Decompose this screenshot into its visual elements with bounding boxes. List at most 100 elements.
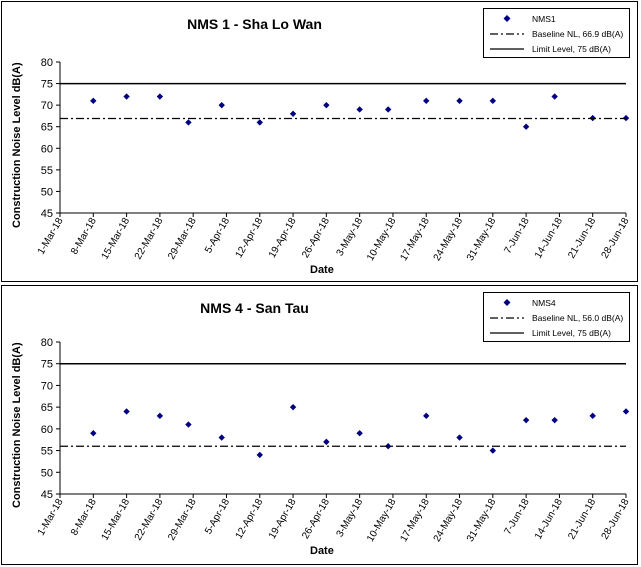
legend-entry-limit: Limit Level, 75 dB(A) (484, 326, 629, 340)
data-point-marker (456, 434, 463, 441)
data-point-marker (323, 438, 330, 446)
data-point-marker (456, 97, 463, 105)
data-point-marker (123, 408, 130, 415)
legend-label: Baseline NL, 56.0 dB(A) (532, 313, 624, 323)
x-tick-label: 31-May-18 (465, 497, 499, 544)
chart-panel-nms4: 45 50 55 60 65 70 75 80 1-Mar-18 8-Mar-18 15-Mar-1… (1, 285, 638, 565)
data-point-marker (622, 408, 630, 415)
x-tick-label: 21-Jun-18 (566, 497, 598, 542)
legend-label: Limit Level, 75 dB(A) (532, 328, 611, 338)
data-point-marker (156, 412, 164, 420)
y-tick-label: 65 (41, 122, 53, 134)
x-tick-label: 10-May-18 (365, 216, 399, 263)
x-tick-label: 12-Apr-18 (234, 216, 266, 260)
x-tick-label: 24-May-18 (432, 497, 466, 544)
data-point-marker (323, 101, 330, 109)
data-point-marker (489, 447, 497, 454)
y-tick-label: 45 (41, 208, 53, 220)
dash-dot-line-icon (490, 33, 524, 35)
diamond-marker-icon (503, 299, 511, 306)
x-tick-label: 17-May-18 (398, 497, 432, 544)
y-tick-label: 55 (41, 446, 53, 458)
legend-label: Baseline NL, 66.9 dB(A) (532, 29, 624, 39)
y-tick-label: 60 (41, 143, 53, 155)
x-tick-label: 31-May-18 (465, 216, 499, 263)
data-point-marker (90, 97, 97, 105)
x-tick-label: 5-Apr-18 (203, 216, 232, 256)
x-tick-label: 8-Mar-18 (69, 497, 99, 538)
x-tick-label: 19-Apr-18 (267, 497, 299, 541)
data-point-marker (256, 451, 263, 459)
data-point-marker (356, 106, 363, 113)
x-tick-label: 24-May-18 (432, 216, 466, 263)
y-tick-label: 75 (41, 359, 53, 371)
legend-label: Limit Level, 75 dB(A) (532, 44, 611, 54)
y-tick-label: 65 (41, 402, 53, 414)
dash-dot-line-icon (490, 317, 524, 319)
data-point-marker (489, 97, 497, 105)
y-tick-label: 75 (41, 79, 53, 91)
x-tick-label: 21-Jun-18 (566, 216, 598, 261)
data-point-marker (551, 416, 558, 424)
x-tick-label: 3-May-18 (335, 497, 366, 539)
chart-panel-nms1: 45 50 55 60 65 70 75 80 1-Mar-18 8-Mar-18 15-Mar-1… (1, 1, 638, 282)
x-tick-label: 15-Mar-18 (100, 216, 133, 262)
x-tick-label: 19-Apr-18 (267, 216, 299, 260)
data-point-marker (423, 97, 430, 105)
x-tick-label: 1-Mar-18 (36, 497, 66, 538)
y-axis-label: Construction Noise Level dB(A) (11, 62, 23, 228)
y-tick-label: 55 (41, 165, 53, 177)
data-point-marker (123, 93, 130, 100)
data-point-marker (384, 443, 392, 450)
legend-entry-limit: Limit Level, 75 dB(A) (484, 42, 629, 56)
data-point-marker (218, 434, 225, 441)
legend-entry-baseline: Baseline NL, 66.9 dB(A) (484, 27, 629, 41)
solid-line-icon (490, 332, 524, 334)
data-point-marker (218, 101, 225, 109)
legend-entry-baseline: Baseline NL, 56.0 dB(A) (484, 311, 629, 325)
data-point-marker (384, 106, 392, 113)
legend-entry-marker: NMS4 (484, 296, 629, 310)
y-tick-label: 70 (41, 380, 53, 392)
x-axis-label: Date (310, 545, 334, 557)
x-axis-label: Date (310, 264, 334, 276)
data-point-marker (289, 403, 297, 411)
chart-plot-area: 45 50 55 60 65 70 75 80 1-Mar-18 8-Mar-18 15-Mar-1… (36, 57, 632, 263)
x-tick-label: 7-Jun-18 (502, 216, 531, 256)
x-tick-label: 1-Mar-18 (36, 216, 66, 257)
x-tick-label: 29-Mar-18 (166, 497, 199, 543)
y-tick-label: 50 (41, 467, 53, 479)
data-point-marker (185, 119, 192, 126)
data-point-marker (90, 430, 97, 437)
legend-label: NMS1 (532, 14, 556, 24)
x-tick-label: 12-Apr-18 (234, 497, 266, 541)
data-point-marker (356, 430, 363, 437)
y-tick-label: 50 (41, 186, 53, 198)
data-point-marker (551, 93, 558, 100)
chart-title: NMS 4 - San Tau (200, 300, 309, 316)
chart-plot-area: 45 50 55 60 65 70 75 80 1-Mar-18 8-Mar-18 15-Mar-1… (36, 337, 632, 544)
chart-legend: NMS1 Baseline NL, 66.9 dB(A) Limit Level… (483, 8, 630, 58)
x-tick-label: 14-Jun-18 (533, 497, 565, 542)
chart-legend: NMS4 Baseline NL, 56.0 dB(A) Limit Level… (483, 292, 630, 342)
x-tick-label: 7-Jun-18 (502, 497, 531, 537)
data-point-marker (522, 416, 530, 424)
data-point-marker (289, 110, 297, 117)
x-tick-label: 8-Mar-18 (69, 216, 99, 257)
y-tick-label: 70 (41, 100, 53, 112)
x-tick-label: 10-May-18 (365, 497, 399, 544)
x-tick-label: 26-Apr-18 (300, 216, 332, 260)
x-tick-label: 26-Apr-18 (300, 497, 332, 541)
data-point-marker (185, 421, 192, 428)
solid-line-icon (490, 48, 524, 50)
x-tick-label: 22-Mar-18 (133, 216, 166, 262)
y-tick-label: 60 (41, 424, 53, 436)
x-tick-label: 28-Jun-18 (600, 497, 632, 542)
x-tick-label: 14-Jun-18 (533, 216, 565, 261)
data-point-marker (589, 412, 596, 420)
y-tick-label: 80 (41, 57, 53, 69)
legend-entry-marker: NMS1 (484, 12, 629, 26)
x-tick-label: 17-May-18 (398, 216, 432, 263)
chart-title: NMS 1 - Sha Lo Wan (187, 16, 322, 32)
data-point-marker (522, 123, 530, 130)
